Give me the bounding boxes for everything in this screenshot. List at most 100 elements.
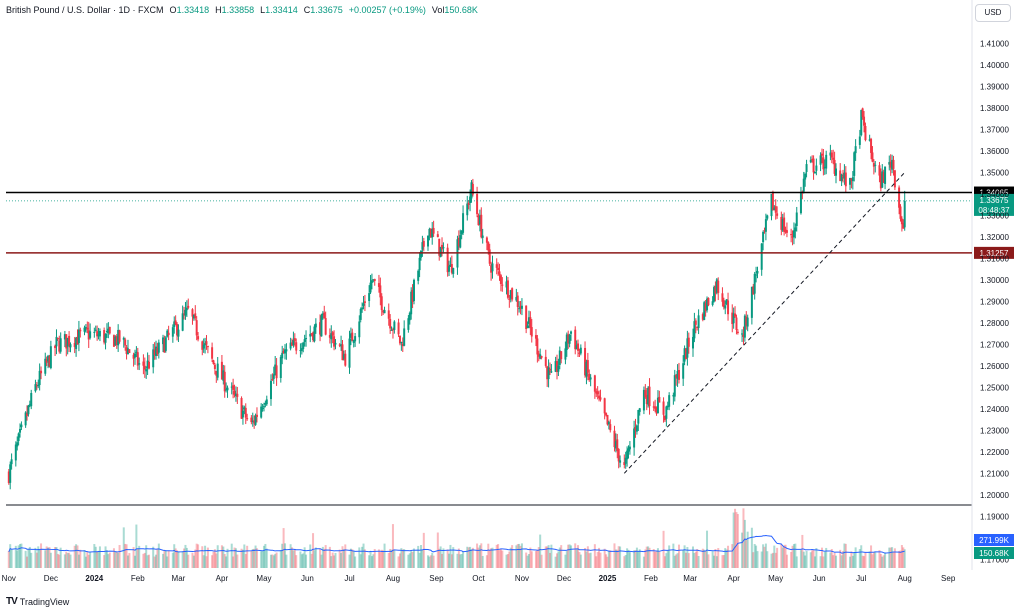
- candle-body: [84, 327, 87, 329]
- volume-label: Vol: [431, 5, 445, 15]
- candle-body: [94, 329, 97, 331]
- candle-body: [586, 360, 589, 373]
- volume-bar: [372, 554, 375, 568]
- volume-bar: [554, 556, 557, 568]
- volume-bar: [9, 544, 12, 568]
- volume-bar: [171, 552, 174, 568]
- volume-bar: [899, 550, 902, 568]
- volume-bar: [539, 534, 542, 568]
- candle-body: [470, 182, 473, 199]
- volume-bar: [368, 555, 371, 568]
- candle-body: [770, 193, 773, 217]
- volume-bar: [19, 544, 22, 568]
- candle-body: [833, 159, 836, 174]
- volume-bar: [49, 552, 52, 568]
- currency-button[interactable]: USD: [975, 4, 1011, 22]
- volume-bar: [233, 547, 236, 568]
- volume-bar: [613, 543, 616, 568]
- candle-body: [819, 155, 822, 165]
- candle-body: [136, 352, 139, 366]
- y-tick-label: 1.25000: [980, 383, 1009, 392]
- volume-bar: [697, 556, 700, 568]
- candle-body: [226, 387, 229, 391]
- candle-body: [874, 164, 877, 166]
- candle-body: [555, 361, 558, 372]
- candle-body: [711, 301, 714, 305]
- candle-body: [275, 365, 278, 379]
- candle-body: [330, 333, 333, 340]
- volume-bar: [799, 550, 802, 568]
- candle-body: [250, 417, 253, 423]
- volume-bar: [251, 548, 254, 568]
- candle-body: [537, 353, 540, 357]
- candle-body: [373, 278, 376, 281]
- y-tick-label: 1.37000: [980, 125, 1009, 134]
- candle-body: [654, 406, 657, 409]
- candle-body: [361, 307, 364, 310]
- candle-body: [177, 329, 180, 337]
- volume-bar: [97, 550, 100, 568]
- volume-bar: [104, 546, 107, 568]
- candle-body: [884, 166, 887, 184]
- volume-bar: [752, 552, 755, 568]
- volume-bar: [645, 546, 648, 568]
- volume-bar: [38, 548, 41, 568]
- volume-bar: [616, 549, 619, 568]
- volume-bar: [861, 555, 864, 568]
- candle-body: [281, 352, 284, 359]
- candle-body: [428, 229, 431, 237]
- volume-bar: [722, 555, 725, 568]
- volume-bar: [421, 549, 424, 568]
- candle-body: [520, 305, 523, 309]
- volume-bar: [584, 547, 587, 568]
- volume-bar: [672, 543, 675, 568]
- volume-bar: [456, 553, 459, 568]
- tradingview-footer[interactable]: TV TradingView: [6, 596, 69, 607]
- volume-bar: [499, 548, 502, 568]
- candle-body: [211, 347, 214, 359]
- volume-bar: [476, 543, 479, 568]
- candle-body: [750, 286, 753, 318]
- volume-bar: [323, 548, 326, 568]
- volume-bar: [508, 551, 511, 568]
- candle-body: [291, 342, 294, 346]
- candle-body: [773, 207, 776, 211]
- candle-body: [804, 173, 807, 180]
- candle-body: [762, 231, 765, 243]
- volume-bar: [341, 546, 344, 568]
- candle-body: [370, 280, 373, 283]
- volume-bar: [829, 552, 832, 568]
- volume-bar: [863, 556, 866, 568]
- candle-body: [223, 371, 226, 392]
- candle-body: [436, 234, 439, 238]
- candle-body: [677, 369, 680, 380]
- candle-body: [485, 237, 488, 243]
- candle-body: [313, 326, 316, 342]
- candle-body: [76, 337, 79, 345]
- symbol-name[interactable]: British Pound / U.S. Dollar · 1D · FXCM: [6, 5, 164, 15]
- volume-bar: [230, 543, 233, 568]
- y-tick-label: 1.33000: [980, 211, 1009, 220]
- candle-body: [14, 444, 17, 461]
- candle-body: [849, 178, 852, 185]
- candle-body: [272, 374, 275, 379]
- volume-bar: [449, 544, 452, 568]
- candle-body: [771, 193, 774, 211]
- volume-bar: [652, 549, 655, 568]
- candle-body: [784, 229, 787, 233]
- x-tick-label: Apr: [727, 574, 740, 583]
- candle-body: [55, 336, 58, 347]
- candle-body: [854, 146, 857, 154]
- candle-body: [791, 236, 794, 238]
- volume-bar: [462, 551, 465, 568]
- volume-bar: [40, 543, 43, 568]
- candle-body: [812, 158, 815, 173]
- candle-body: [706, 298, 709, 311]
- candle-body: [575, 345, 578, 350]
- candle-body: [97, 334, 100, 337]
- candle-body: [68, 335, 71, 347]
- candle-body: [115, 336, 118, 345]
- volume-bar: [792, 544, 795, 568]
